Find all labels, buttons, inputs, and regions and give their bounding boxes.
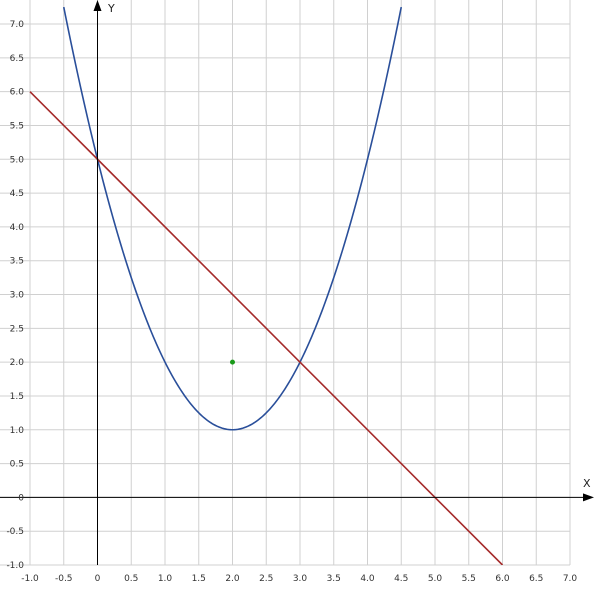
y-tick-label: 6.0 bbox=[10, 88, 25, 98]
y-tick-label: 6.5 bbox=[10, 54, 24, 64]
x-tick-label: 7.0 bbox=[563, 574, 578, 584]
y-tick-label: 1.0 bbox=[10, 426, 25, 436]
series-line-straight bbox=[29, 91, 504, 565]
x-tick-label: 4.0 bbox=[360, 574, 375, 584]
tick-labels: -1.0 -0.5 0 0.5 1.0 1.5 2.0 2.5 3.0 3.5 4.0 4.5 5.0 5… bbox=[6, 20, 577, 584]
y-tick-label: 4.0 bbox=[10, 223, 25, 233]
y-axis-label: Y bbox=[107, 2, 115, 15]
x-tick-label: 6.5 bbox=[529, 574, 543, 584]
x-axis-arrow bbox=[583, 493, 594, 502]
x-tick-label: 2.0 bbox=[225, 574, 240, 584]
series-group bbox=[29, 6, 504, 565]
y-tick-label: 0 bbox=[18, 493, 24, 503]
x-tick-label: 4.5 bbox=[394, 574, 408, 584]
y-tick-label: 1.5 bbox=[10, 392, 24, 402]
y-tick-label: 3.5 bbox=[10, 257, 24, 267]
x-tick-label: 5.5 bbox=[462, 574, 476, 584]
x-tick-label: 0 bbox=[95, 574, 101, 584]
y-tick-label: -1.0 bbox=[6, 561, 24, 571]
grid bbox=[0, 0, 571, 566]
y-tick-label: -0.5 bbox=[6, 527, 24, 537]
y-axis-arrow bbox=[93, 0, 102, 11]
x-tick-label: -1.0 bbox=[21, 574, 39, 584]
x-tick-label: 2.5 bbox=[259, 574, 273, 584]
x-tick-label: 1.5 bbox=[192, 574, 206, 584]
x-tick-label: 3.0 bbox=[293, 574, 308, 584]
y-tick-label: 5.0 bbox=[10, 155, 25, 165]
x-tick-label: 5.0 bbox=[428, 574, 443, 584]
series-line-parabola bbox=[62, 6, 403, 431]
x-tick-label: 3.5 bbox=[327, 574, 341, 584]
y-tick-label: 7.0 bbox=[10, 20, 25, 30]
y-tick-label: 0.5 bbox=[10, 460, 24, 470]
x-tick-label: -0.5 bbox=[55, 574, 73, 584]
y-tick-label: 3.0 bbox=[10, 291, 25, 301]
x-tick-label: 6.0 bbox=[495, 574, 510, 584]
x-axis-label: X bbox=[583, 477, 591, 490]
y-tick-label: 2.5 bbox=[10, 324, 24, 334]
y-tick-label: 5.5 bbox=[10, 121, 24, 131]
data-point bbox=[230, 359, 235, 365]
y-tick-label: 2.0 bbox=[10, 358, 25, 368]
y-tick-label: 4.5 bbox=[10, 189, 24, 199]
x-tick-label: 1.0 bbox=[158, 574, 173, 584]
axis-labels: X Y bbox=[107, 2, 591, 490]
x-tick-label: 0.5 bbox=[124, 574, 138, 584]
axes bbox=[0, 0, 594, 565]
